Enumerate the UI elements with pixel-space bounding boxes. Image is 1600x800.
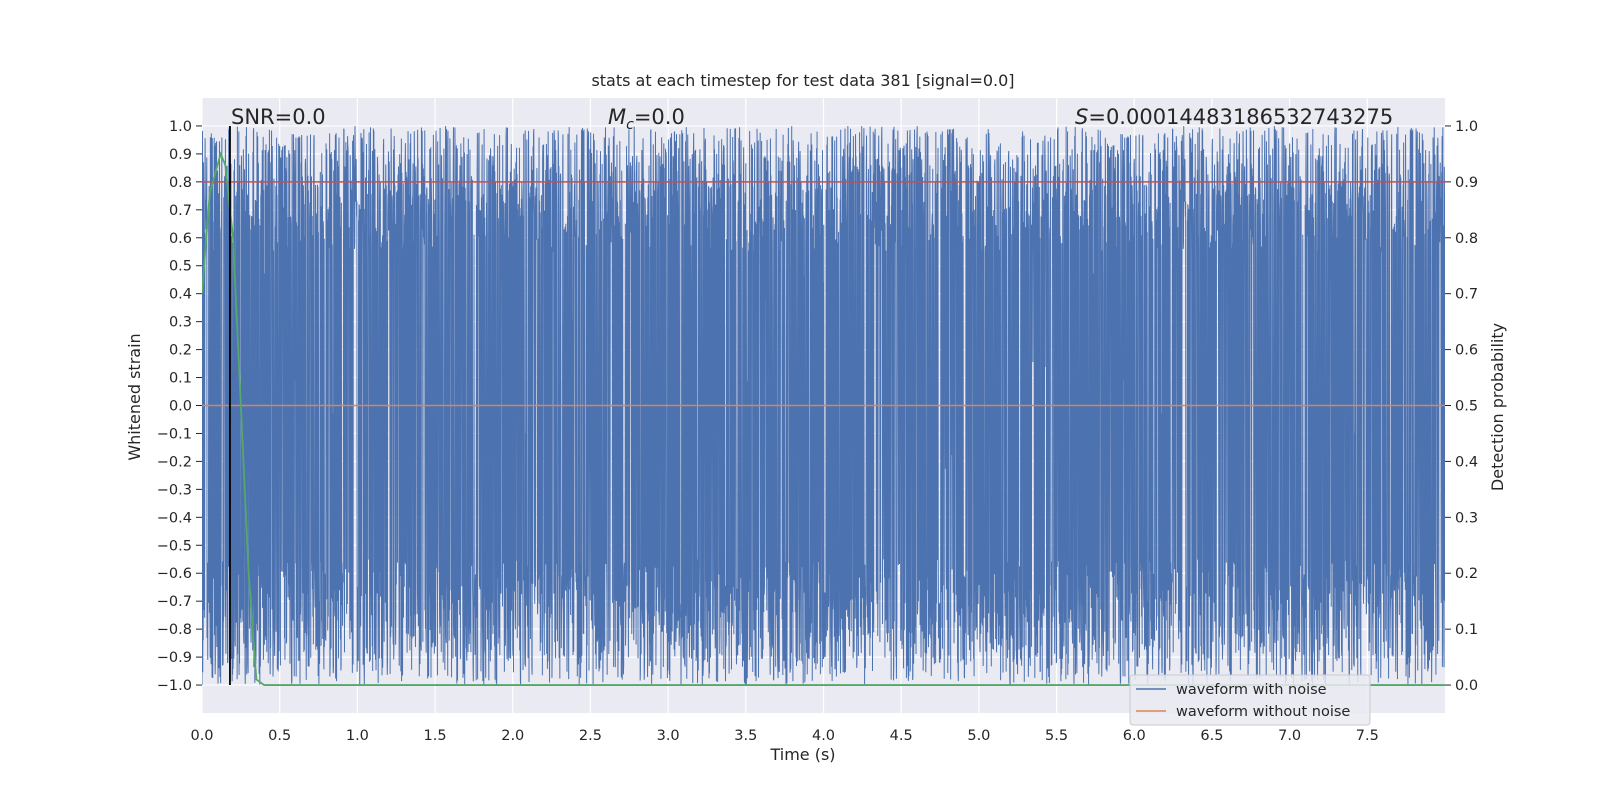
x-axis-label: Time (s) [769, 745, 835, 764]
legend-label-noise: waveform with noise [1176, 682, 1327, 698]
y-right-tick-label: 0.2 [1455, 566, 1478, 582]
y-left-tick-label: −0.2 [157, 454, 192, 470]
y-left-tick-label: 0.9 [169, 147, 192, 163]
y-left-tick-label: 0.6 [169, 231, 192, 247]
y-right-tick-label: 0.5 [1455, 399, 1478, 415]
mc-subscript: c [626, 117, 634, 133]
y-left-tick-label: −0.9 [157, 650, 192, 666]
y-left-tick-label: 0.3 [169, 315, 192, 331]
x-tick-label: 1.5 [424, 728, 447, 744]
y-left-tick-label: 1.0 [169, 119, 192, 135]
x-tick-label: 5.5 [1045, 728, 1068, 744]
s-symbol: S [1075, 105, 1088, 129]
y-left-tick-label: −0.1 [157, 426, 192, 442]
y-left-axis-ticks: −1.0 −0.9 −0.8 −0.7 −0.6 −0.5 −0.4 −0.3 −0.2 −0.1… [157, 119, 202, 694]
y-left-tick-label: 0.5 [169, 259, 192, 275]
y-right-axis-ticks: 0.0 0.1 0.2 0.3 0.4 0.5 0.6 0.7 0.8 0.9 1.0 [1445, 119, 1478, 694]
y-right-tick-label: 0.1 [1455, 622, 1478, 638]
y-right-tick-label: 0.9 [1455, 175, 1478, 191]
y-left-tick-label: 0.7 [169, 203, 192, 219]
x-tick-label: 7.5 [1356, 728, 1379, 744]
x-tick-label: 5.0 [967, 728, 990, 744]
x-tick-label: 2.0 [501, 728, 524, 744]
x-tick-label: 1.0 [346, 728, 369, 744]
plot-content [202, 125, 1445, 686]
y-right-axis-label: Detection probability [1488, 323, 1507, 491]
x-tick-label: 6.0 [1123, 728, 1146, 744]
x-tick-label: 0.0 [190, 728, 213, 744]
x-tick-label: 2.5 [579, 728, 602, 744]
x-tick-label: 4.5 [890, 728, 913, 744]
chart-title: stats at each timestep for test data 381… [591, 71, 1014, 90]
x-tick-label: 3.0 [657, 728, 680, 744]
y-left-tick-label: −0.3 [157, 482, 192, 498]
mc-annotation: Mc=0.0 [608, 105, 685, 133]
legend-label-clean: waveform without noise [1176, 704, 1350, 720]
x-axis-ticks: 0.0 0.5 1.0 1.5 2.0 2.5 3.0 3.5 4.0 4.5 5.0 5.5 6.0 6… [190, 728, 1378, 744]
y-left-tick-label: −0.8 [157, 622, 192, 638]
y-left-tick-label: −0.7 [157, 594, 192, 610]
y-left-tick-label: −0.4 [157, 510, 192, 526]
y-left-axis-label: Whitened strain [125, 333, 144, 460]
y-left-tick-label: 0.1 [169, 371, 192, 387]
series-detection-probability [202, 151, 1445, 686]
x-tick-label: 3.5 [734, 728, 757, 744]
y-left-tick-label: 0.4 [169, 287, 192, 303]
snr-annotation: SNR=0.0 [231, 105, 326, 129]
y-right-tick-label: 0.7 [1455, 287, 1478, 303]
y-left-tick-label: 0.0 [169, 399, 192, 415]
legend-box [1129, 674, 1371, 726]
x-tick-label: 6.5 [1200, 728, 1223, 744]
x-tick-label: 4.0 [812, 728, 835, 744]
x-tick-label: 0.5 [268, 728, 291, 744]
y-right-tick-label: 0.4 [1455, 454, 1478, 470]
x-tick-label: 7.0 [1278, 728, 1301, 744]
y-left-tick-label: 0.2 [169, 343, 192, 359]
mc-value: =0.0 [634, 105, 685, 129]
y-right-tick-label: 0.6 [1455, 343, 1478, 359]
series-waveform-with-noise [202, 125, 1445, 686]
mc-symbol: M [608, 105, 626, 129]
s-value: =0.0001448318653274327​5 [1088, 105, 1393, 129]
y-right-tick-label: 1.0 [1455, 119, 1478, 135]
y-left-tick-label: 0.8 [169, 175, 192, 191]
y-right-tick-label: 0.0 [1455, 678, 1478, 694]
y-left-tick-label: −0.6 [157, 566, 192, 582]
s-annotation: S=0.0001448318653274327​5 [1075, 105, 1393, 129]
y-right-tick-label: 0.3 [1455, 510, 1478, 526]
y-right-tick-label: 0.8 [1455, 231, 1478, 247]
y-left-tick-label: −1.0 [157, 678, 192, 694]
y-left-tick-label: −0.5 [157, 538, 192, 554]
legend: waveform with noise waveform without noi… [1129, 674, 1371, 726]
